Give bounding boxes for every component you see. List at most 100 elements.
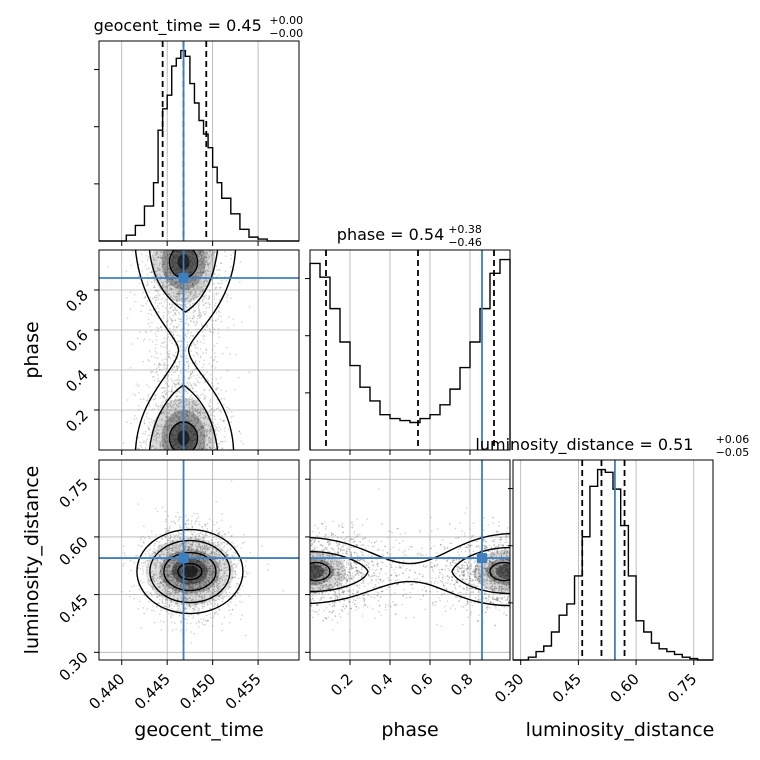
scatter-point <box>191 439 194 442</box>
scatter-point <box>170 303 173 306</box>
scatter-point <box>228 622 231 624</box>
scatter-point <box>209 546 211 549</box>
scatter-point <box>226 542 228 545</box>
scatter-point <box>208 298 210 300</box>
scatter-point <box>204 397 207 400</box>
scatter-point <box>178 428 181 431</box>
scatter-point <box>174 419 177 422</box>
scatter-point <box>199 348 202 350</box>
scatter-point <box>215 319 217 321</box>
scatter-point <box>226 594 228 596</box>
scatter-point <box>163 300 166 303</box>
scatter-point <box>209 409 212 412</box>
scatter-point <box>189 271 192 274</box>
scatter-point <box>162 409 165 411</box>
scatter-point <box>194 437 196 439</box>
scatter-point <box>175 379 177 382</box>
scatter-point <box>205 614 208 617</box>
scatter-point <box>172 419 174 421</box>
scatter-point <box>191 442 193 444</box>
scatter-point <box>185 269 187 271</box>
scatter-point <box>194 310 196 312</box>
scatter-point <box>208 306 211 309</box>
scatter-point <box>188 288 191 291</box>
scatter-point <box>200 433 203 435</box>
scatter-point <box>209 575 212 577</box>
scatter-point <box>167 374 170 376</box>
scatter-point <box>221 447 224 450</box>
scatter-point <box>136 337 139 340</box>
scatter-point <box>192 431 195 433</box>
scatter-point <box>185 543 187 546</box>
scatter-point <box>213 606 216 608</box>
scatter-point <box>155 403 158 405</box>
scatter-point <box>196 541 198 544</box>
scatter-point <box>177 311 180 313</box>
scatter-point <box>174 412 177 415</box>
scatter-point <box>219 286 222 289</box>
scatter-point <box>141 446 143 448</box>
scatter-point <box>224 440 227 443</box>
scatter-point <box>172 417 175 420</box>
scatter-point <box>202 434 204 436</box>
scatter-point <box>204 429 207 432</box>
scatter-point <box>191 439 193 442</box>
scatter-point <box>157 269 160 272</box>
scatter-point <box>144 447 147 449</box>
scatter-point <box>184 405 187 407</box>
scatter-point <box>194 432 197 435</box>
scatter-point <box>171 409 173 412</box>
scatter-point <box>173 433 176 436</box>
scatter-point <box>160 443 162 446</box>
scatter-point <box>169 399 172 402</box>
scatter-point <box>219 418 222 421</box>
scatter-point <box>161 270 163 273</box>
scatter-point <box>191 441 193 443</box>
scatter-point <box>222 419 224 422</box>
scatter-point <box>215 407 218 410</box>
scatter-point <box>150 309 152 311</box>
scatter-point <box>211 575 214 578</box>
scatter-point <box>187 377 190 380</box>
scatter-point <box>165 298 167 301</box>
scatter-point <box>176 369 178 372</box>
scatter-point <box>199 254 202 256</box>
scatter-point <box>192 275 195 278</box>
scatter-point <box>155 307 157 310</box>
scatter-point <box>213 583 215 586</box>
scatter-point <box>168 426 171 429</box>
panel-phase-hist: phase = 0.54 +0.38−0.46 <box>305 223 511 455</box>
scatter-point <box>202 528 204 531</box>
scatter-point <box>168 408 171 411</box>
scatter-point <box>187 420 189 422</box>
scatter-point <box>152 340 154 343</box>
scatter-point <box>185 360 188 363</box>
scatter-point <box>166 366 169 369</box>
contour-line <box>148 250 219 313</box>
scatter-point <box>188 416 190 419</box>
scatter-point <box>166 436 169 439</box>
scatter-point <box>201 427 203 429</box>
scatter-point <box>180 585 183 588</box>
scatter-point <box>165 589 167 592</box>
scatter-point <box>162 251 164 253</box>
scatter-point <box>166 281 168 283</box>
scatter-point <box>158 311 160 314</box>
scatter-point <box>218 598 220 601</box>
scatter-point <box>163 559 166 562</box>
scatter-point <box>202 251 205 253</box>
scatter-point <box>171 388 173 391</box>
scatter-point <box>152 609 155 612</box>
scatter-point <box>174 313 177 315</box>
scatter-point <box>190 436 192 439</box>
scatter-point <box>174 426 177 429</box>
scatter-point <box>172 587 175 590</box>
scatter-point <box>235 604 237 607</box>
scatter-point <box>202 618 205 620</box>
scatter-point <box>201 425 203 428</box>
scatter-point <box>156 289 158 292</box>
scatter-point <box>189 430 191 433</box>
scatter-point <box>165 584 168 587</box>
scatter-point <box>208 263 210 266</box>
scatter-point <box>212 571 214 573</box>
